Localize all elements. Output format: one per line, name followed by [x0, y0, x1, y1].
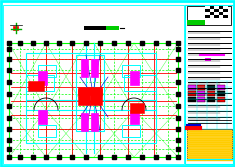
- Bar: [197, 91, 205, 96]
- Bar: [205, 6, 209, 9]
- Bar: [91, 113, 98, 131]
- Bar: [219, 9, 223, 12]
- Bar: [209, 6, 214, 9]
- Bar: [81, 59, 88, 77]
- Bar: [28, 81, 44, 91]
- Bar: [38, 65, 56, 77]
- Bar: [223, 9, 227, 12]
- Bar: [187, 20, 205, 25]
- Bar: [205, 58, 211, 61]
- Bar: [124, 75, 156, 91]
- Bar: [130, 110, 139, 124]
- Bar: [38, 125, 56, 137]
- Bar: [214, 15, 219, 18]
- Bar: [106, 26, 119, 30]
- Bar: [91, 59, 98, 77]
- Bar: [197, 97, 205, 102]
- Bar: [219, 15, 223, 18]
- Bar: [205, 12, 209, 15]
- Bar: [9, 43, 178, 157]
- Bar: [185, 5, 233, 164]
- Bar: [81, 113, 88, 131]
- Bar: [13, 26, 18, 30]
- Bar: [26, 75, 54, 91]
- Bar: [207, 85, 215, 90]
- Bar: [188, 85, 196, 90]
- Bar: [214, 9, 219, 12]
- Bar: [223, 6, 227, 9]
- Bar: [207, 91, 215, 96]
- Bar: [219, 6, 223, 9]
- Bar: [217, 91, 225, 96]
- Bar: [130, 103, 144, 113]
- Bar: [78, 87, 102, 95]
- Bar: [217, 85, 225, 90]
- Bar: [78, 89, 90, 105]
- Bar: [197, 85, 205, 90]
- Bar: [90, 89, 102, 105]
- Bar: [205, 9, 209, 12]
- Bar: [84, 26, 106, 30]
- Bar: [205, 15, 209, 18]
- Bar: [217, 97, 225, 102]
- Bar: [130, 71, 139, 85]
- Bar: [122, 125, 140, 137]
- Bar: [122, 65, 140, 77]
- Bar: [187, 129, 232, 159]
- Bar: [209, 12, 214, 15]
- Bar: [187, 6, 231, 25]
- Bar: [188, 97, 196, 102]
- Bar: [219, 12, 223, 15]
- Bar: [207, 97, 215, 102]
- Bar: [188, 91, 196, 96]
- Bar: [38, 71, 47, 85]
- Bar: [209, 9, 214, 12]
- Bar: [214, 6, 219, 9]
- Bar: [214, 12, 219, 15]
- Bar: [223, 15, 227, 18]
- Bar: [223, 12, 227, 15]
- Bar: [38, 110, 47, 124]
- Bar: [26, 53, 156, 143]
- Bar: [76, 55, 104, 131]
- Bar: [209, 15, 214, 18]
- Bar: [3, 5, 184, 164]
